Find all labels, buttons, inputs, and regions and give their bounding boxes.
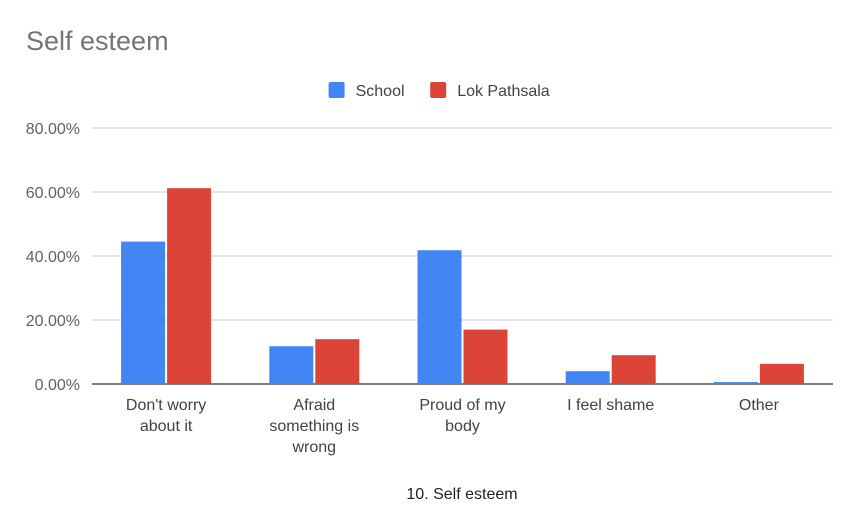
category-label: Don't worry: [126, 397, 206, 414]
category-label: Other: [739, 397, 780, 414]
bar-lok-pathsala: [167, 188, 212, 384]
category-label: wrong: [292, 439, 337, 456]
legend-label: School: [356, 83, 405, 100]
y-tick-label: 40.00%: [26, 249, 80, 266]
y-tick-label: 60.00%: [26, 185, 80, 202]
legend-swatch: [430, 82, 447, 98]
bar-school: [565, 371, 610, 384]
bar-school: [121, 241, 166, 384]
x-axis-label: 10. Self esteem: [406, 486, 517, 503]
bar-lok-pathsala: [463, 329, 508, 384]
bar-school: [713, 382, 758, 384]
category-label: I feel shame: [567, 397, 654, 414]
category-label: Afraid: [293, 397, 335, 414]
legend-swatch: [328, 82, 345, 98]
y-tick-label: 0.00%: [35, 377, 80, 394]
y-tick-label: 80.00%: [26, 121, 80, 138]
bar-school: [417, 250, 462, 384]
category-label: body: [445, 418, 480, 435]
bar-lok-pathsala: [315, 339, 360, 384]
category-label: Proud of my: [419, 397, 505, 414]
bar-lok-pathsala: [611, 355, 656, 384]
bar-school: [269, 346, 314, 384]
bar-lok-pathsala: [759, 363, 804, 384]
chart-title: Self esteem: [26, 26, 169, 56]
category-label: about it: [140, 418, 193, 435]
legend-label: Lok Pathsala: [457, 83, 550, 100]
category-label: something is: [269, 418, 359, 435]
y-tick-label: 20.00%: [26, 313, 80, 330]
